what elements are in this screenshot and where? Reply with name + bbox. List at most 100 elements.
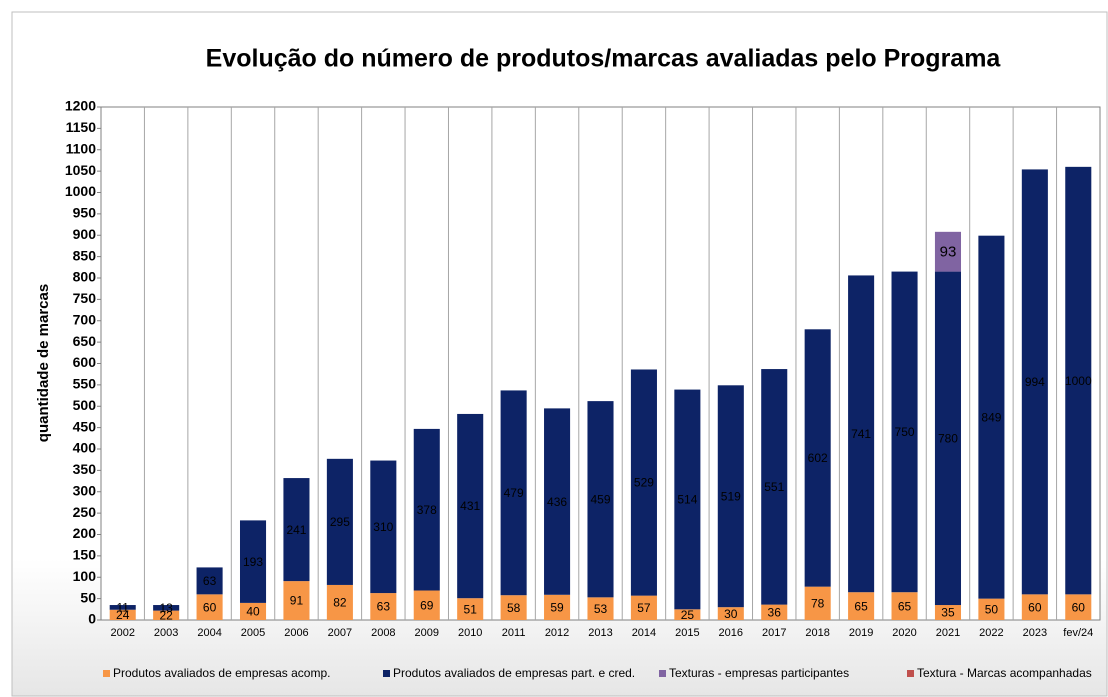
data-label: 431 xyxy=(460,499,480,513)
bar-segment xyxy=(370,593,397,620)
bar-segment xyxy=(1021,594,1048,620)
bar-segment xyxy=(1065,166,1092,595)
data-label: 93 xyxy=(940,244,957,261)
bar-segment xyxy=(848,275,875,593)
y-tick-label: 650 xyxy=(73,333,97,349)
x-tick-label: 2002 xyxy=(110,627,134,639)
legend-swatch xyxy=(659,670,666,677)
bar-segment xyxy=(457,413,484,599)
data-label: 82 xyxy=(333,596,347,610)
bar-segment xyxy=(153,610,180,620)
data-label: 994 xyxy=(1025,375,1045,389)
data-label: 60 xyxy=(1028,600,1042,614)
data-label: 750 xyxy=(895,425,915,439)
data-label: 241 xyxy=(286,523,306,537)
y-tick-label: 200 xyxy=(73,525,97,541)
legend-swatch xyxy=(907,670,914,677)
bar-segment xyxy=(153,605,180,611)
legend-label: Textura - Marcas acompanhadas xyxy=(917,666,1092,680)
data-label: 529 xyxy=(634,476,654,490)
y-tick-label: 900 xyxy=(73,226,97,242)
x-tick-label: 2021 xyxy=(936,627,960,639)
bar-segment xyxy=(283,478,310,582)
bar-segment xyxy=(674,609,701,620)
x-tick-label: fev/24 xyxy=(1063,627,1093,639)
x-tick-label: 2012 xyxy=(545,627,569,639)
bar-segment xyxy=(587,401,614,598)
x-tick-label: 2005 xyxy=(241,627,265,639)
bar-segment xyxy=(370,460,397,594)
bar-segment xyxy=(761,369,788,605)
data-label: 780 xyxy=(938,431,958,445)
bar-segment xyxy=(196,594,223,620)
data-label: 57 xyxy=(637,601,651,615)
data-label: 602 xyxy=(808,451,828,465)
data-label: 22 xyxy=(159,608,173,622)
data-label: 65 xyxy=(854,599,868,613)
data-label: 63 xyxy=(377,600,391,614)
bar-segment xyxy=(544,408,571,595)
bar-segment xyxy=(934,231,962,272)
bar-segment xyxy=(326,584,353,620)
y-tick-label: 400 xyxy=(73,440,97,456)
data-label: 514 xyxy=(677,493,697,507)
y-tick-label: 450 xyxy=(73,418,97,434)
y-tick-label: 850 xyxy=(73,247,97,263)
y-tick-label: 300 xyxy=(73,482,97,498)
data-label: 58 xyxy=(507,601,521,615)
x-tick-label: 2018 xyxy=(805,627,829,639)
x-tick-label: 2013 xyxy=(588,627,612,639)
y-tick-label: 350 xyxy=(73,461,97,477)
bar-segment xyxy=(804,586,831,620)
data-label: 40 xyxy=(246,605,260,619)
x-tick-label: 2007 xyxy=(328,627,352,639)
bar-segment xyxy=(978,598,1005,620)
data-label: 519 xyxy=(721,489,741,503)
legend-swatch xyxy=(383,670,390,677)
data-label: 193 xyxy=(243,555,263,569)
data-label: 459 xyxy=(590,492,610,506)
legend-swatch xyxy=(103,670,110,677)
bar-segment xyxy=(196,567,223,595)
y-tick-label: 1150 xyxy=(66,119,97,135)
bar-segment xyxy=(109,609,136,620)
legend-label: Texturas - empresas participantes xyxy=(669,666,849,680)
y-tick-label: 550 xyxy=(73,376,97,392)
bar-segment xyxy=(804,329,831,587)
legend-label: Produtos avaliados de empresas part. e c… xyxy=(393,666,635,680)
bar-segment xyxy=(891,271,918,593)
x-tick-label: 2004 xyxy=(197,627,221,639)
legend-label: Produtos avaliados de empresas acomp. xyxy=(113,666,330,680)
bar-segment xyxy=(674,389,701,610)
bar-segment xyxy=(283,581,310,620)
x-tick-label: 2022 xyxy=(979,627,1003,639)
bar-segment xyxy=(1065,594,1092,620)
bar-segment xyxy=(326,458,353,585)
y-tick-label: 600 xyxy=(73,354,97,370)
y-tick-label: 150 xyxy=(73,547,97,563)
bar-segment xyxy=(934,605,962,620)
x-tick-label: 2008 xyxy=(371,627,395,639)
data-label: 78 xyxy=(811,596,825,610)
x-tick-label: 2017 xyxy=(762,627,786,639)
data-label: 65 xyxy=(898,599,912,613)
bar-segment xyxy=(630,595,657,620)
data-label: 11 xyxy=(116,601,129,615)
data-label: 24 xyxy=(116,608,130,622)
x-tick-label: 2014 xyxy=(632,627,656,639)
data-label: 551 xyxy=(764,480,784,494)
y-tick-label: 700 xyxy=(73,311,97,327)
y-tick-label: 750 xyxy=(73,290,97,306)
data-label: 741 xyxy=(851,427,871,441)
data-label: 91 xyxy=(290,594,304,608)
data-label: 63 xyxy=(203,574,217,588)
bar-segment xyxy=(1021,169,1048,595)
y-tick-label: 1100 xyxy=(66,140,97,156)
bar-segment xyxy=(457,598,484,620)
x-tick-label: 2023 xyxy=(1023,627,1047,639)
data-label: 295 xyxy=(330,515,350,529)
bar-segment xyxy=(500,595,527,620)
bar-segment xyxy=(544,594,571,620)
data-label: 59 xyxy=(550,601,564,615)
y-tick-label: 950 xyxy=(73,205,97,221)
